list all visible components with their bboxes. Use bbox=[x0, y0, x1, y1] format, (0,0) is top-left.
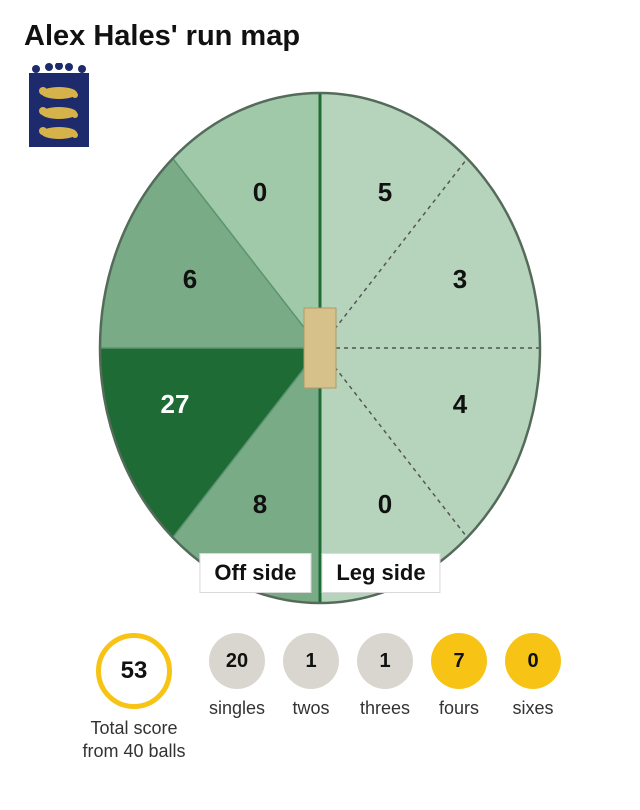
run-map-field: 0 6 27 8 0 4 3 5 Off side Leg side bbox=[90, 83, 550, 613]
leg-side-label: Leg side bbox=[321, 553, 440, 593]
sector-value-off_front_mid: 8 bbox=[253, 489, 267, 519]
sector-value-off_back_cover: 6 bbox=[183, 264, 197, 294]
stat-total: 53 Total score from 40 balls bbox=[79, 633, 189, 762]
stat-circle-fours: 7 bbox=[431, 633, 487, 689]
stat-singles: 20 singles bbox=[209, 633, 265, 720]
stat-label-threes: threes bbox=[357, 697, 413, 720]
stat-label-twos: twos bbox=[283, 697, 339, 720]
sector-value-leg_front_mid: 0 bbox=[378, 489, 392, 519]
stat-sixes: 0 sixes bbox=[505, 633, 561, 720]
sector-value-off_front_cover: 27 bbox=[161, 389, 190, 419]
sector-value-off_back_third: 0 bbox=[253, 177, 267, 207]
stat-circle-threes: 1 bbox=[357, 633, 413, 689]
total-score-label: Total score from 40 balls bbox=[79, 717, 189, 762]
sector-value-leg_back_square: 3 bbox=[453, 264, 467, 294]
stat-fours: 7 fours bbox=[431, 633, 487, 720]
stat-circle-singles: 20 bbox=[209, 633, 265, 689]
sector-value-leg_back_fine: 5 bbox=[378, 177, 392, 207]
stats-row: 53 Total score from 40 balls 20singles1t… bbox=[24, 633, 616, 762]
stat-circle-sixes: 0 bbox=[505, 633, 561, 689]
off-side-label: Off side bbox=[199, 553, 311, 593]
stat-label-fours: fours bbox=[431, 697, 487, 720]
stat-label-singles: singles bbox=[209, 697, 265, 720]
total-score-value: 53 bbox=[121, 657, 148, 685]
stat-circle-twos: 1 bbox=[283, 633, 339, 689]
stat-threes: 1 threes bbox=[357, 633, 413, 720]
page-title: Alex Hales' run map bbox=[24, 20, 616, 53]
total-score-circle: 53 bbox=[96, 633, 172, 709]
sector-value-leg_front_square: 4 bbox=[453, 389, 468, 419]
stat-label-sixes: sixes bbox=[505, 697, 561, 720]
stat-twos: 1 twos bbox=[283, 633, 339, 720]
